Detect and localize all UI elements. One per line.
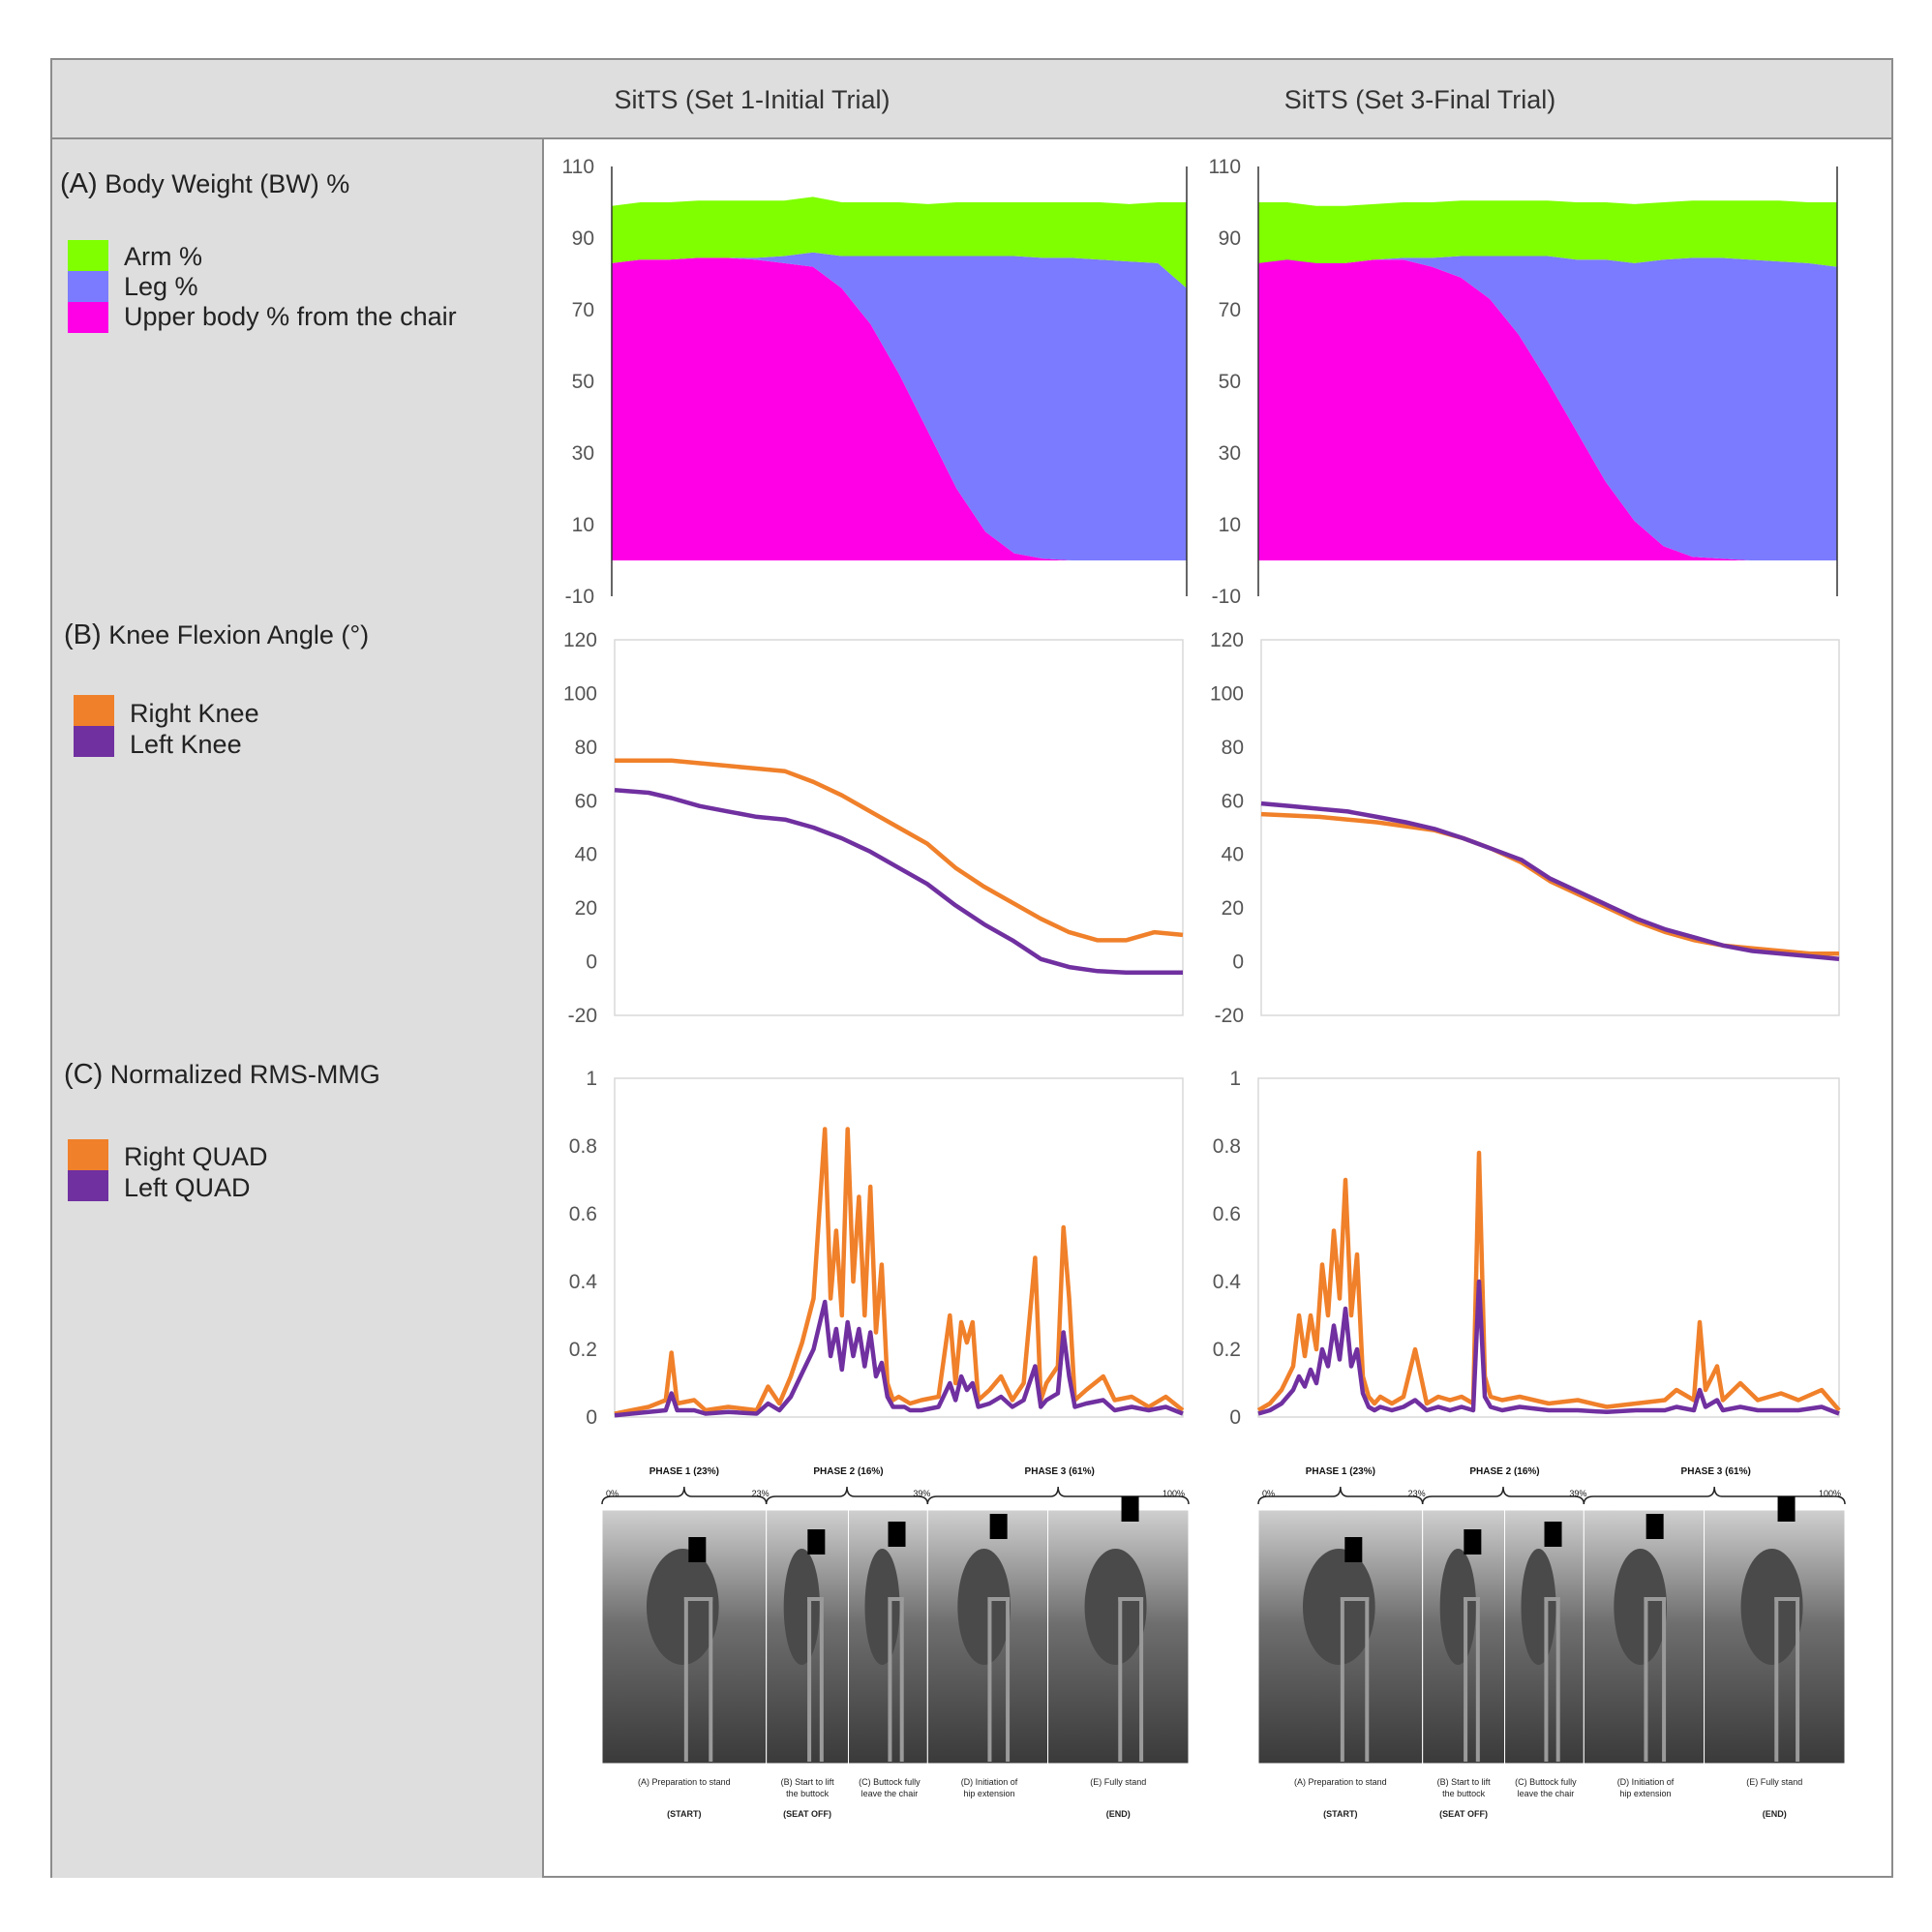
right-column-title: SitTS (Set 3-Final Trial): [1283, 85, 1556, 114]
section-a-letter: (A): [60, 168, 98, 199]
legend-label-upper-body: Upper body % from the chair: [124, 302, 457, 331]
legend-label-left-quad: Left QUAD: [124, 1173, 251, 1202]
section-a-label: Body Weight (BW) %: [105, 169, 350, 198]
legend-label-left-knee: Left Knee: [130, 730, 242, 759]
legend-swatch-leg: [68, 271, 108, 302]
legend-swatch-left-knee: [74, 726, 114, 757]
legend-swatch-arm: [68, 240, 108, 271]
legend-label-leg: Leg %: [124, 272, 198, 301]
legend-panel: (A) Body Weight (BW) % Arm % Leg % Upper…: [52, 139, 544, 1878]
legend-swatch-right-knee: [74, 695, 114, 726]
legend-swatch-right-quad: [68, 1139, 108, 1170]
left-column-title: SitTS (Set 1-Initial Trial): [614, 85, 891, 114]
section-b-label: Knee Flexion Angle (°): [108, 620, 370, 649]
section-b-title: (B) Knee Flexion Angle (°): [64, 619, 369, 651]
section-c-title: (C) Normalized RMS-MMG: [64, 1059, 380, 1091]
section-c-label: Normalized RMS-MMG: [109, 1060, 380, 1089]
legend-label-arm: Arm %: [124, 242, 202, 271]
section-a-title: (A) Body Weight (BW) %: [60, 168, 349, 200]
section-b-letter: (B): [64, 619, 102, 650]
section-c-letter: (C): [64, 1059, 104, 1090]
figure-frame: SitTS (Set 1-Initial Trial) SitTS (Set 3…: [50, 58, 1893, 1878]
header-bar: SitTS (Set 1-Initial Trial) SitTS (Set 3…: [52, 60, 1891, 139]
legend-swatch-upper-body: [68, 302, 108, 333]
legend-swatch-left-quad: [68, 1170, 108, 1201]
legend-label-right-knee: Right Knee: [130, 699, 259, 728]
legend-label-right-quad: Right QUAD: [124, 1142, 268, 1171]
